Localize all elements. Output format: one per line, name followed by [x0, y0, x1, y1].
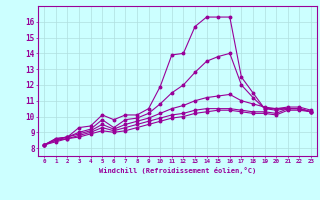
X-axis label: Windchill (Refroidissement éolien,°C): Windchill (Refroidissement éolien,°C) — [99, 167, 256, 174]
